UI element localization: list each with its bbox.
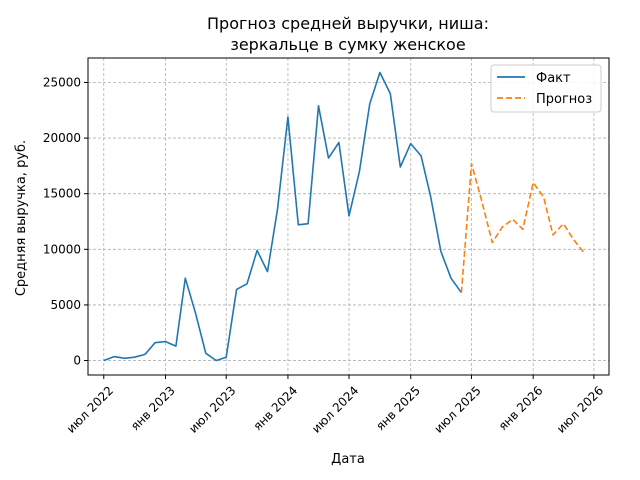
legend: Факт Прогноз xyxy=(490,64,602,113)
y-tick-label: 25000 xyxy=(43,75,81,89)
y-tick-label: 10000 xyxy=(43,242,81,256)
y-tick-label: 0 xyxy=(73,354,81,368)
plot-frame xyxy=(87,57,610,376)
series-lines xyxy=(103,71,585,362)
chart-title-line-2: зеркальце в сумку женское xyxy=(230,35,465,54)
x-axis-label: Дата xyxy=(331,452,365,467)
y-tick-label: 5000 xyxy=(50,298,81,312)
y-tick-label: 15000 xyxy=(43,187,81,201)
series-line-fact xyxy=(103,71,463,362)
series-line-forecast xyxy=(460,162,585,293)
y-axis-label: Средняя выручка, руб. xyxy=(14,140,29,296)
chart-title-line-1: Прогноз средней выручки, ниша: xyxy=(207,14,489,33)
legend-label-forecast: Прогноз xyxy=(536,92,592,107)
legend-label-fact: Факт xyxy=(536,71,571,86)
y-axis-ticks: 0 5000 10000 15000 20000 25000 xyxy=(43,75,88,368)
y-tick-label: 20000 xyxy=(43,131,81,145)
